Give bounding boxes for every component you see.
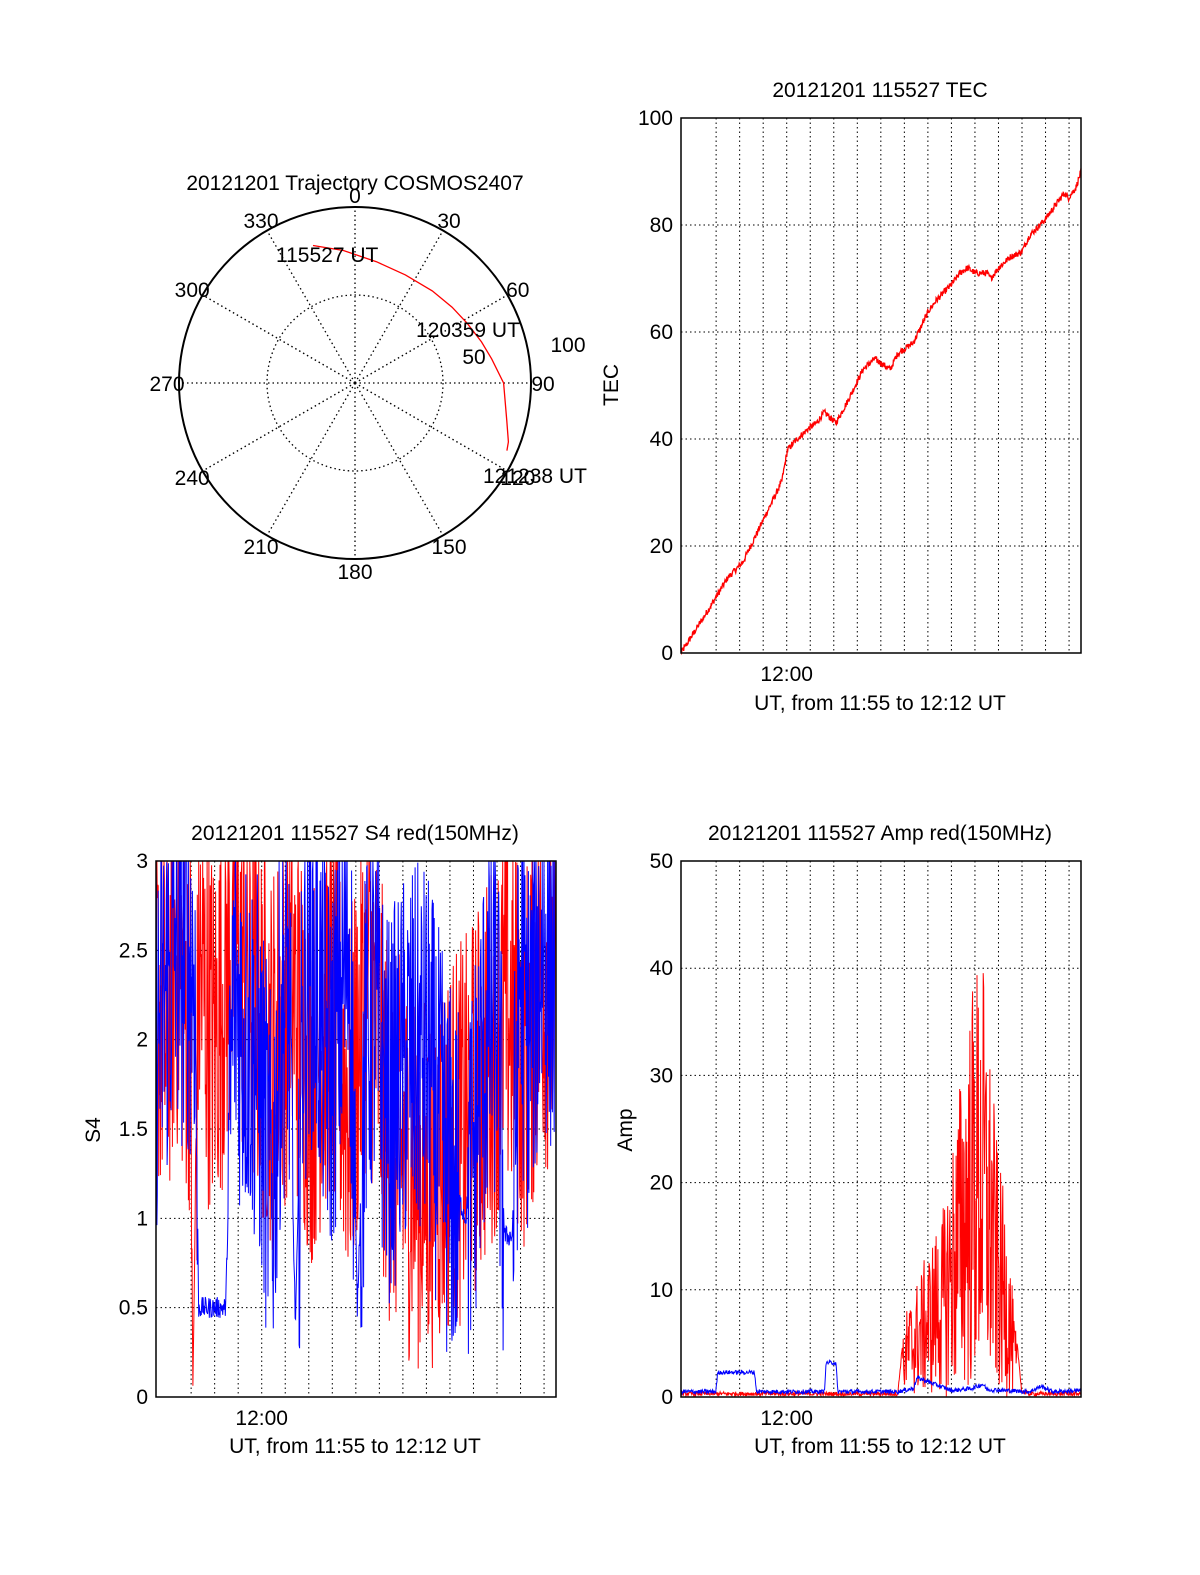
y-tick-label: 2 [136,1029,148,1052]
polar-azimuth-label: 120 [500,467,535,490]
s4-panel: 20121201 115527 S4 red(150MHz) 0 0.5 1 1.5 2… [82,822,557,1458]
s4-xtick-label: 12:00 [235,1407,288,1430]
track-mid-annotation: 120359 UT [416,319,520,342]
amp-xlabel: UT, from 11:55 to 12:12 UT [754,1435,1006,1458]
y-tick-label: 40 [650,957,673,980]
polar-azimuth-label: 180 [337,561,372,584]
polar-azimuth-label: 270 [149,373,184,396]
polar-spoke [354,382,444,536]
y-tick-label: 30 [650,1064,673,1087]
y-tick-label: 0 [661,1386,673,1409]
amp-title: 20121201 115527 Amp red(150MHz) [708,822,1052,845]
y-tick-label: 0 [661,642,673,665]
track-end-annotation: 121238 UT [483,465,587,488]
s4-plot-frame [155,860,557,1398]
amp-series [680,973,1082,1398]
polar-azimuth-label: 90 [531,373,554,396]
amp-yticks: 0 10 20 30 40 50 [650,850,673,1409]
y-tick-label: 40 [650,428,673,451]
track-start-annotation: 115527 UT [276,244,379,267]
y-tick-label: 0.5 [119,1297,148,1320]
y-tick-label: 10 [650,1279,673,1302]
y-tick-label: 60 [650,321,673,344]
y-tick-label: 20 [650,535,673,558]
polar-radius-label: 50 [462,346,485,369]
tec-series [680,168,1082,656]
tec-ylabel: TEC [600,364,623,406]
polar-radius-label: 100 [550,334,585,357]
series-line-blue [680,1358,1082,1396]
series-line-red [680,168,1082,656]
s4-yticks: 0 0.5 1 1.5 2 2.5 3 [119,850,148,1409]
y-tick-label: 2.5 [119,939,148,962]
polar-title: 20121201 Trajectory COSMOS2407 [186,172,523,195]
polar-azimuth-label: 150 [431,536,466,559]
y-tick-label: 1.5 [119,1118,148,1141]
polar-azimuth-label: 30 [437,210,460,233]
polar-outer-ring [178,206,532,560]
amp-grid [681,861,1081,1397]
y-tick-label: 3 [136,850,148,873]
trajectory-polar-plot: 20121201 Trajectory COSMOS2407 0 30 60 90 12… [149,172,587,584]
polar-azimuth-label: 210 [243,536,278,559]
y-tick-label: 80 [650,214,673,237]
polar-ring-50 [266,294,444,472]
s4-grid [156,861,556,1397]
y-tick-label: 100 [638,107,673,130]
tec-yticks: 0 20 40 60 80 100 [638,107,673,665]
amp-plot-frame [680,860,1082,1398]
series-line-blue [155,860,556,1354]
y-tick-label: 0 [136,1386,148,1409]
y-tick-label: 1 [136,1207,148,1230]
polar-azimuth-labels: 0 30 60 90 120 150 180 210 240 270 300 330 50 100 [149,185,585,584]
amp-xtick-label: 12:00 [760,1407,813,1430]
s4-ylabel: S4 [82,1117,105,1143]
polar-azimuth-label: 0 [349,185,361,208]
tec-title: 20121201 115527 TEC [772,79,987,102]
polar-azimuth-label: 60 [506,279,529,302]
polar-azimuth-label: 330 [243,210,278,233]
amp-ylabel: Amp [614,1108,637,1151]
s4-title: 20121201 115527 S4 red(150MHz) [191,822,519,845]
s4-xlabel: UT, from 11:55 to 12:12 UT [229,1435,481,1458]
y-tick-label: 50 [650,850,673,873]
trajectory-track [312,244,510,451]
polar-azimuth-label: 300 [175,279,210,302]
polar-spoke [266,382,356,536]
tec-plot-frame [680,117,1082,654]
amp-panel: 20121201 115527 Amp red(150MHz) 0 10 20 30 4… [614,822,1082,1458]
tec-grid [681,118,1081,653]
polar-azimuth-label: 240 [175,467,210,490]
polar-grid [179,207,531,559]
tec-xtick-label: 12:00 [760,663,813,686]
s4-series [155,860,557,1386]
y-tick-label: 20 [650,1172,673,1195]
tec-xlabel: UT, from 11:55 to 12:12 UT [754,692,1006,715]
polar-spoke [202,294,356,384]
tec-panel: 20121201 115527 TEC 0 20 40 60 80 100 12:00 U… [600,79,1082,715]
